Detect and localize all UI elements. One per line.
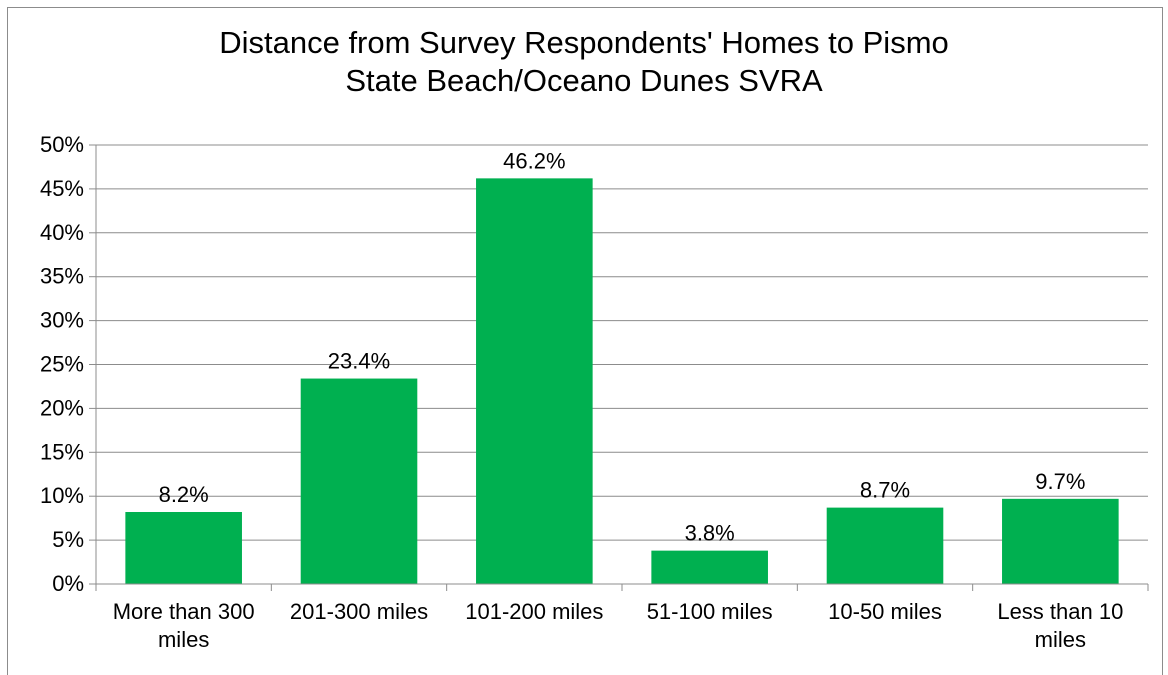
chart-title-line-2: State Beach/Oceano Dunes SVRA [345,63,823,98]
bar [1002,498,1119,584]
data-label: 46.2% [503,148,565,173]
data-label: 8.7% [860,478,910,503]
x-tick-label: 10-50 miles [828,599,942,624]
labels: 0% 5% 10% 15% 20% 25% 30% 35% 40% 45% 50% 8.2% More … [40,132,1123,652]
x-tick-label: 201-300 miles [290,599,428,624]
chart-title-line-1: Distance from Survey Respondents' Homes … [219,25,949,60]
x-tick-label: 101-200 miles [465,599,603,624]
x-tick-label: More than 300 [113,599,255,624]
chart-title: Distance from Survey Respondents' Homes … [0,24,1168,100]
data-label: 23.4% [328,349,390,374]
data-label: 8.2% [159,482,209,507]
y-tick-label: 0% [52,571,84,596]
bar [476,178,593,584]
y-tick-label: 30% [40,308,84,333]
bar [300,378,418,584]
data-label: 9.7% [1035,469,1085,494]
y-tick-label: 35% [40,264,84,289]
bar [826,507,944,584]
x-tick-label: miles [158,627,209,652]
axes [89,144,1149,591]
bars [125,178,1119,584]
x-tick-label: 51-100 miles [647,599,773,624]
x-tick-label: miles [1035,627,1086,652]
bar [125,512,242,584]
x-tick-label: Less than 10 [997,599,1123,624]
bar [651,550,768,584]
y-tick-label: 20% [40,395,84,420]
y-tick-label: 25% [40,352,84,377]
y-tick-label: 40% [40,220,84,245]
y-tick-label: 45% [40,176,84,201]
data-label: 3.8% [685,521,735,546]
y-tick-label: 15% [40,439,84,464]
chart-frame [7,7,1163,675]
gridlines [96,144,1148,541]
y-tick-label: 50% [40,132,84,157]
y-tick-label: 5% [52,527,84,552]
y-tick-label: 10% [40,483,84,508]
